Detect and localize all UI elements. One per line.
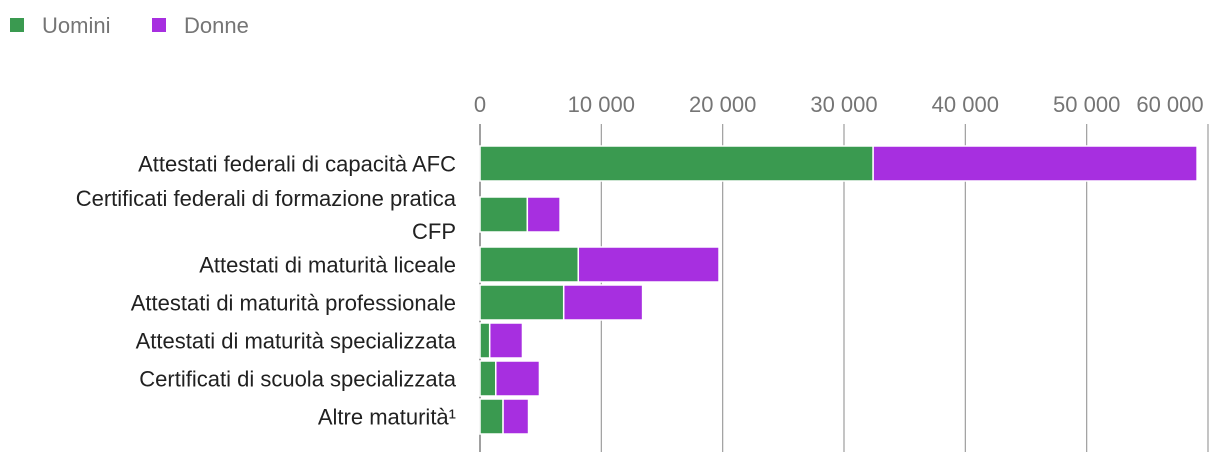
bar-1-donne (526, 196, 561, 233)
legend-swatch-donne (152, 18, 166, 32)
bar-5-donne (495, 360, 541, 397)
category-labels: Attestati federali di capacità AFC Certif… (76, 152, 457, 430)
bar-4-uomini (479, 322, 491, 359)
bar-3-donne (562, 284, 644, 321)
legend-swatch-uomini (10, 18, 24, 32)
tick-label-50000: 50 000 (1053, 92, 1120, 117)
bar-4-donne (488, 322, 524, 359)
tick-label-60000: 60 000 (1136, 92, 1203, 117)
bar-3-uomini (479, 284, 565, 321)
category-label-1-line-1: CFP (412, 219, 456, 244)
bar-6-donne (502, 398, 530, 435)
tick-label-10000: 10 000 (568, 92, 635, 117)
category-label-2: Attestati di maturità liceale (199, 253, 456, 278)
legend-label-uomini: Uomini (42, 13, 110, 38)
category-label-5: Certificati di scuola specializzata (139, 367, 456, 392)
bars (479, 145, 1198, 435)
category-label-3: Attestati di maturità professionale (131, 291, 456, 316)
tick-label-30000: 30 000 (810, 92, 877, 117)
category-label-6: Altre maturità¹ (318, 405, 456, 430)
tick-label-40000: 40 000 (932, 92, 999, 117)
legend: Uomini Donne (10, 13, 249, 38)
bar-2-uomini (479, 246, 580, 283)
tick-label-0: 0 (474, 92, 486, 117)
bar-0-donne (872, 145, 1198, 182)
category-label-1-line-0: Certificati federali di formazione prati… (76, 186, 457, 211)
bar-2-donne (577, 246, 720, 283)
tick-label-20000: 20 000 (689, 92, 756, 117)
bar-1-uomini (479, 196, 529, 233)
category-label-0: Attestati federali di capacità AFC (138, 152, 456, 177)
bar-5-uomini (479, 360, 497, 397)
category-label-4: Attestati di maturità specializzata (136, 329, 457, 354)
legend-label-donne: Donne (184, 13, 249, 38)
bar-0-uomini (479, 145, 874, 182)
bar-6-uomini (479, 398, 504, 435)
x-axis-ticks: 0 10 000 20 000 30 000 40 000 50 000 60 000 (474, 92, 1204, 117)
